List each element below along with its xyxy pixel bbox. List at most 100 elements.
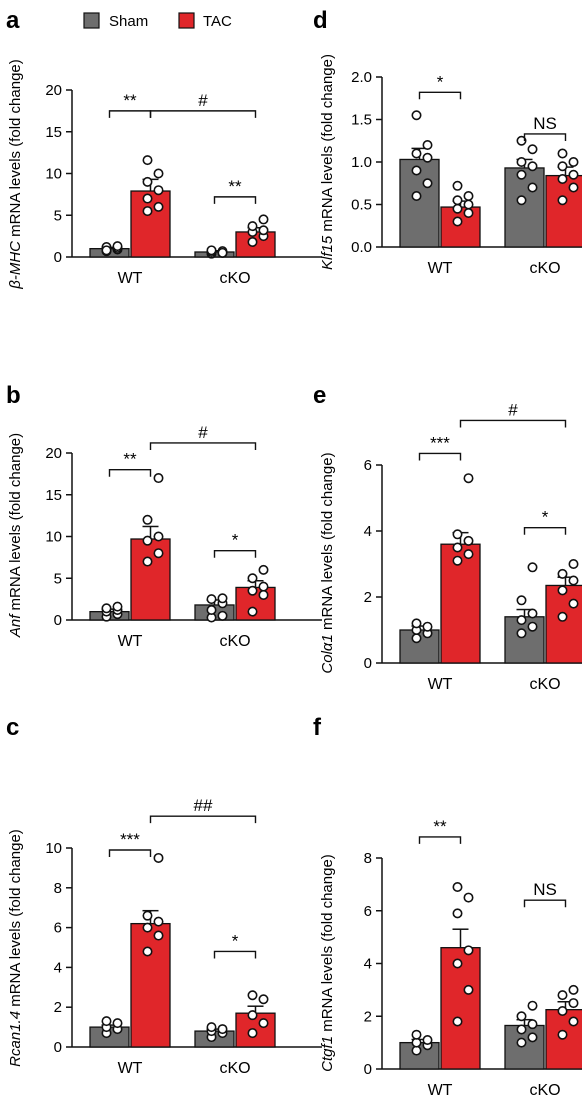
x-category-label-wt: WT [118,1060,143,1077]
data-point [516,615,527,626]
data-point [206,594,217,605]
legend-label-tac: TAC [203,13,232,30]
data-point [422,1034,433,1045]
bar-sham-cko [504,167,545,248]
data-point [527,182,538,193]
x-category-label-cko: cKO [529,1082,560,1099]
data-point [557,195,568,206]
panel-label-c: c [6,714,19,741]
significance-label: # [508,400,518,419]
significance-label: *** [430,433,450,452]
data-point [557,174,568,185]
data-point [217,247,228,258]
panel-label-f: f [313,714,322,741]
y-tick-label: 10 [45,166,62,183]
significance-bracket [459,419,567,428]
significance-bracket [418,91,462,100]
data-point [247,606,258,617]
significance-bracket [523,899,567,908]
y-tick-label: 6 [364,457,372,474]
y-axis-label-gene: Anf [7,613,24,638]
data-point [422,178,433,189]
data-point [557,568,568,579]
y-axis-label-text: mRNA levels (fold change) [7,59,24,241]
data-point [101,1016,112,1027]
data-point [206,604,217,615]
data-point [247,236,258,247]
data-point [516,169,527,180]
data-point [411,148,422,159]
y-tick-label: 10 [45,529,62,546]
data-point [142,155,153,166]
bar-tac-wt [130,922,171,1048]
data-point [516,595,527,606]
significance-label: NS [533,880,557,899]
y-tick-label: 5 [54,207,62,224]
x-category-label-wt: WT [428,1082,453,1099]
y-tick-label: 0 [364,1061,372,1078]
data-point [258,581,269,592]
bar-tac-cko [545,584,582,664]
data-point [452,1016,463,1027]
significance-label: ** [123,91,137,110]
bar-sham-cko [504,616,545,664]
significance-label: * [437,72,444,91]
y-axis-label-gene: Ctgf1 [319,1036,336,1072]
data-point [411,191,422,202]
data-point [411,110,422,121]
data-point [516,135,527,146]
x-category-label-cko: cKO [219,633,250,650]
data-point [557,148,568,159]
y-tick-label: 8 [54,880,62,897]
data-point [568,157,579,168]
y-tick-label: 15 [45,124,62,141]
significance-bracket [149,815,257,824]
data-point [463,549,474,560]
significance-bracket [418,836,462,844]
data-point [142,535,153,546]
data-point [153,852,164,863]
y-tick-label: 2 [364,1008,372,1025]
data-point [142,176,153,187]
data-point [527,608,538,619]
y-axis-label-gene: β-MHC [7,241,24,290]
significance-label: # [198,91,208,110]
y-axis-label-text: mRNA levels (fold change) [319,854,336,1036]
significance-bracket [523,527,567,535]
y-tick-label: 2.0 [351,69,372,86]
significance-bracket [418,452,462,461]
bar-tac-wt [130,538,171,621]
data-point [206,245,217,256]
significance-label: * [232,931,239,950]
data-point [153,201,164,212]
y-tick-label: 6 [364,903,372,920]
y-axis-label-gene: Klf15 [319,235,336,270]
data-point [142,946,153,957]
significance-label: ** [433,817,447,836]
y-tick-label: 15 [45,487,62,504]
data-point [422,152,433,163]
data-point [527,1019,538,1030]
data-point [258,1018,269,1029]
y-axis-label: Rcan1.4 mRNA levels (fold change) [7,829,24,1067]
data-point [101,245,112,256]
data-point [206,1022,217,1033]
data-point [516,1024,527,1035]
y-axis-label: Klf15 mRNA levels (fold change) [319,54,336,270]
y-tick-label: 4 [364,956,372,973]
significance-bracket [213,549,257,558]
significance-label: ## [194,796,213,815]
legend: Sham TAC [83,12,232,30]
data-point [527,621,538,632]
data-point [422,621,433,632]
data-point [463,199,474,210]
data-point [142,193,153,204]
data-point [411,165,422,176]
data-point [258,564,269,575]
y-tick-label: 0 [54,1039,62,1056]
y-axis-label-text: mRNA levels (fold change) [7,829,24,1011]
data-point [247,1028,258,1039]
y-tick-label: 0.0 [351,239,372,256]
data-point [411,633,422,644]
